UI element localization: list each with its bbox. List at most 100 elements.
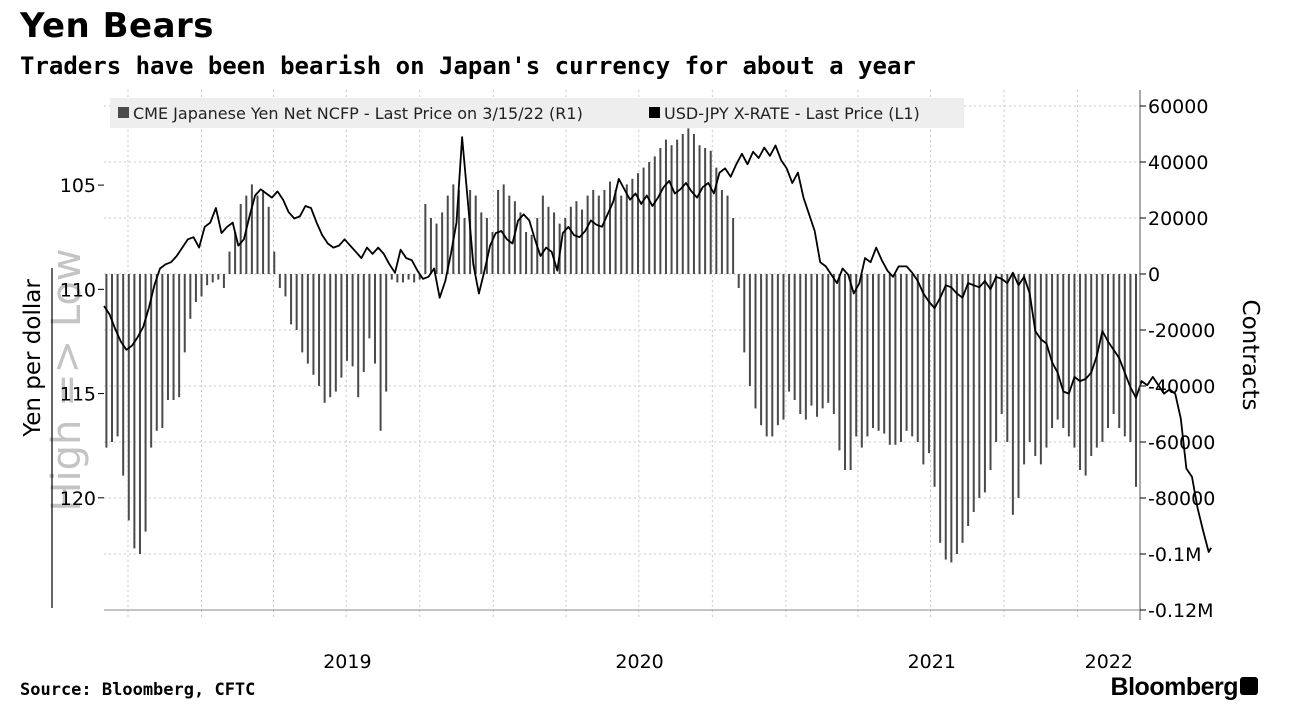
ncfp-bar <box>373 274 376 364</box>
ncfp-bar <box>1039 274 1042 465</box>
ncfp-bar <box>872 274 875 428</box>
ncfp-bar <box>133 274 136 549</box>
ncfp-bar <box>1056 274 1059 420</box>
ncfp-bar <box>625 184 628 274</box>
ncfp-bar <box>844 274 847 470</box>
line-series <box>103 136 1212 553</box>
ncfp-bar <box>290 274 293 325</box>
ncfp-bar <box>687 128 690 274</box>
x-axis-ticks: 2019 2020 2021 2022 <box>104 609 1140 673</box>
ncfp-bar <box>983 274 986 493</box>
ncfp-bar <box>681 134 684 274</box>
ncfp-bar <box>379 274 382 431</box>
ncfp-bar <box>200 274 203 297</box>
ncfp-bar <box>407 274 410 280</box>
ncfp-bar <box>245 195 248 274</box>
ncfp-bar <box>480 212 483 274</box>
ncfp-bar <box>1107 274 1110 428</box>
ncfp-bar <box>883 274 886 434</box>
ncfp-bar <box>989 274 992 470</box>
ncfp-bar <box>799 274 802 414</box>
right-tick-label: -40000 <box>1148 376 1215 398</box>
ncfp-bar <box>737 274 740 288</box>
ncfp-bar <box>760 274 763 426</box>
right-tick-label: -20000 <box>1148 320 1215 342</box>
ncfp-bar <box>110 274 113 442</box>
ncfp-bar <box>793 274 796 400</box>
ncfp-bar <box>586 195 589 274</box>
ncfp-bar <box>530 234 533 274</box>
ncfp-bar <box>771 274 774 437</box>
ncfp-bar <box>564 218 567 274</box>
ncfp-bar <box>866 274 869 437</box>
ncfp-bar <box>183 274 186 353</box>
ncfp-bar <box>855 274 858 437</box>
ncfp-bar <box>720 190 723 274</box>
legend: CME Japanese Yen Net NCFP - Last Price o… <box>110 98 964 128</box>
ncfp-bar <box>704 148 707 274</box>
ncfp-bar <box>827 274 830 403</box>
ncfp-bar <box>804 274 807 420</box>
usdjpy-line <box>103 136 1212 553</box>
ncfp-bar <box>860 274 863 448</box>
ncfp-bar <box>944 274 947 560</box>
ncfp-bar <box>357 274 360 398</box>
ncfp-bar <box>334 274 337 392</box>
ncfp-bar <box>597 195 600 274</box>
ncfp-bar <box>390 274 393 280</box>
ncfp-bar <box>301 274 304 353</box>
ncfp-bar <box>267 206 270 274</box>
ncfp-bar <box>631 178 634 274</box>
ncfp-bar <box>446 195 449 274</box>
ncfp-bar <box>553 212 556 274</box>
legend-marker-usdjpy <box>649 107 660 118</box>
ncfp-bar <box>284 274 287 297</box>
bar-series <box>105 128 1138 563</box>
ncfp-bar <box>122 274 125 476</box>
ncfp-bar <box>905 274 908 431</box>
ncfp-bar <box>256 195 259 274</box>
ncfp-bar <box>603 190 606 274</box>
ncfp-bar <box>1084 274 1087 476</box>
ncfp-bar <box>922 274 925 465</box>
ncfp-bar <box>1023 274 1026 465</box>
ncfp-bar <box>782 274 785 420</box>
x-tick-label: 2019 <box>323 651 371 673</box>
ncfp-bar <box>211 274 214 283</box>
ncfp-bar <box>950 274 953 563</box>
ncfp-bar <box>765 274 768 437</box>
x-tick-label: 2020 <box>615 651 663 673</box>
ncfp-bar <box>659 148 662 274</box>
ncfp-bar <box>474 195 477 274</box>
x-tick-label: 2022 <box>1085 651 1133 673</box>
ncfp-bar <box>424 204 427 274</box>
ncfp-bar <box>709 150 712 274</box>
ncfp-bar <box>726 195 729 274</box>
ncfp-bar <box>323 274 326 403</box>
ncfp-bar <box>916 274 919 442</box>
ncfp-bar <box>676 139 679 274</box>
ncfp-bar <box>939 274 942 543</box>
ncfp-bar <box>581 209 584 274</box>
ncfp-bar <box>933 274 936 487</box>
ncfp-bar <box>351 274 354 367</box>
ncfp-bar <box>754 274 757 409</box>
ncfp-bar <box>1073 274 1076 448</box>
ncfp-bar <box>1000 274 1003 414</box>
ncfp-bar <box>217 274 220 280</box>
ncfp-bar <box>329 274 332 398</box>
ncfp-bar <box>698 145 701 274</box>
ncfp-bar <box>502 184 505 274</box>
left-tick-label: 105 <box>60 175 96 197</box>
ncfp-bar <box>273 251 276 274</box>
ncfp-bar <box>664 139 667 274</box>
ncfp-bar <box>1017 274 1020 498</box>
ncfp-bar <box>978 274 981 498</box>
ncfp-bar <box>961 274 964 543</box>
ncfp-bar <box>463 218 466 274</box>
ncfp-bar <box>1129 274 1132 442</box>
ncfp-bar <box>189 274 192 319</box>
ncfp-bar <box>318 274 321 386</box>
chart-title: Yen Bears <box>20 6 215 46</box>
ncfp-bar <box>1123 274 1126 437</box>
